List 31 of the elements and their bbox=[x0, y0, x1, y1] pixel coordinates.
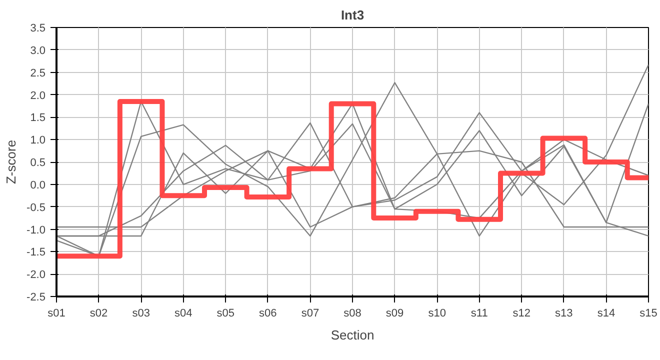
x-tick-label: s02 bbox=[90, 308, 108, 320]
y-tick-label: 1.0 bbox=[30, 134, 46, 147]
x-tick-label: s14 bbox=[597, 308, 616, 320]
y-tick-label: -2.0 bbox=[26, 269, 46, 282]
x-tick-label: s03 bbox=[132, 308, 150, 320]
x-tick-label: s04 bbox=[174, 308, 192, 320]
y-tick-label: -1.5 bbox=[26, 246, 46, 259]
x-tick-label: s05 bbox=[216, 308, 235, 320]
y-tick-label: 3.5 bbox=[30, 22, 46, 34]
x-tick-label: s12 bbox=[512, 308, 531, 320]
x-tick-label: s07 bbox=[301, 308, 320, 320]
x-tick-label: s08 bbox=[344, 308, 362, 320]
y-tick-label: 0.5 bbox=[30, 157, 46, 169]
y-axis-title: Z-score bbox=[4, 140, 19, 184]
y-tick-label: 1.5 bbox=[30, 112, 46, 124]
y-tick-label: 0.0 bbox=[30, 179, 46, 192]
y-tick-label: -2.5 bbox=[26, 292, 46, 304]
x-tick-label: s13 bbox=[555, 308, 573, 320]
x-tick-label: s06 bbox=[259, 308, 277, 320]
x-tick-label: s15 bbox=[640, 308, 658, 320]
x-tick-label: s11 bbox=[470, 308, 488, 320]
x-tick-label: s09 bbox=[386, 308, 404, 320]
y-tick-label: 3.0 bbox=[30, 44, 46, 57]
y-tick-label: -1.0 bbox=[26, 224, 46, 236]
y-tick-label: -0.5 bbox=[26, 202, 46, 214]
y-tick-label: 2.0 bbox=[30, 90, 46, 102]
x-axis-title: Section bbox=[330, 328, 374, 342]
x-tick-label: s10 bbox=[428, 308, 446, 320]
chart-title: Int3 bbox=[340, 8, 364, 22]
x-tick-label: s01 bbox=[48, 308, 66, 320]
y-tick-label: 2.5 bbox=[30, 67, 46, 80]
